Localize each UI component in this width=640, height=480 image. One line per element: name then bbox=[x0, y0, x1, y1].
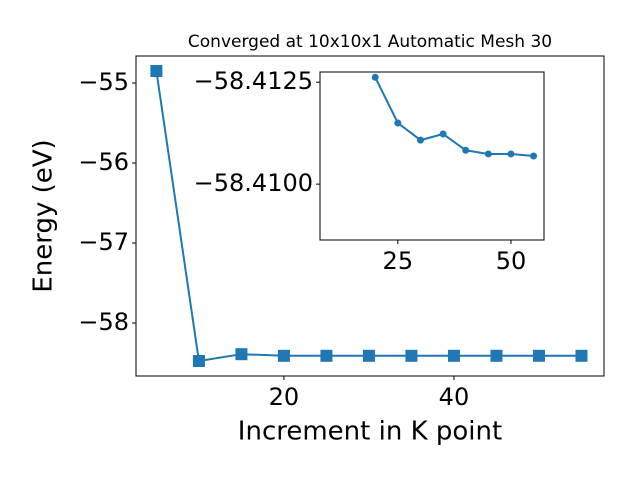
marker bbox=[447, 349, 460, 362]
marker bbox=[439, 130, 447, 138]
marker bbox=[405, 349, 418, 362]
marker bbox=[394, 119, 402, 127]
marker bbox=[320, 349, 333, 362]
marker bbox=[490, 349, 503, 362]
marker bbox=[532, 349, 545, 362]
marker bbox=[235, 348, 248, 361]
series-line bbox=[374, 76, 534, 157]
y-tick-label: −56 bbox=[78, 148, 129, 176]
y-tick-label: −58.4100 bbox=[194, 169, 313, 197]
x-tick-label: 40 bbox=[439, 383, 470, 411]
marker bbox=[462, 146, 470, 154]
y-axis-label: Energy (eV) bbox=[29, 139, 59, 292]
y-tick-label: −58 bbox=[78, 308, 129, 336]
y-tick-label: −58.4125 bbox=[194, 67, 313, 95]
y-tick-label: −55 bbox=[78, 68, 129, 96]
plot-area bbox=[319, 71, 545, 241]
x-tick-label: 20 bbox=[269, 383, 300, 411]
x-tick-label: 50 bbox=[496, 247, 527, 275]
marker bbox=[192, 355, 205, 367]
marker bbox=[150, 65, 163, 77]
marker bbox=[371, 73, 379, 81]
marker bbox=[416, 136, 424, 144]
marker bbox=[575, 349, 588, 362]
marker bbox=[362, 349, 375, 362]
marker bbox=[484, 150, 492, 158]
chart-title: Converged at 10x10x1 Automatic Mesh 30 bbox=[188, 32, 552, 52]
x-tick-label: 25 bbox=[383, 247, 414, 275]
y-tick-label: −57 bbox=[78, 228, 129, 256]
marker bbox=[507, 150, 515, 158]
x-axis-label: Increment in K point bbox=[238, 417, 502, 447]
marker bbox=[530, 152, 538, 160]
marker bbox=[277, 349, 290, 362]
